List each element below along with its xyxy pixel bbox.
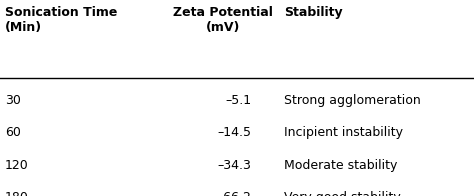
- Text: 60: 60: [5, 126, 20, 139]
- Text: Moderate stability: Moderate stability: [284, 159, 398, 172]
- Text: Very good stability: Very good stability: [284, 191, 401, 196]
- Text: Sonication Time
(Min): Sonication Time (Min): [5, 6, 117, 34]
- Text: –34.3: –34.3: [218, 159, 251, 172]
- Text: Stability: Stability: [284, 6, 343, 19]
- Text: –5.1: –5.1: [225, 94, 251, 107]
- Text: Incipient instability: Incipient instability: [284, 126, 403, 139]
- Text: Zeta Potential
(mV): Zeta Potential (mV): [173, 6, 273, 34]
- Text: –66.2: –66.2: [218, 191, 251, 196]
- Text: 120: 120: [5, 159, 28, 172]
- Text: Strong agglomeration: Strong agglomeration: [284, 94, 421, 107]
- Text: 30: 30: [5, 94, 20, 107]
- Text: 180: 180: [5, 191, 28, 196]
- Text: –14.5: –14.5: [217, 126, 251, 139]
